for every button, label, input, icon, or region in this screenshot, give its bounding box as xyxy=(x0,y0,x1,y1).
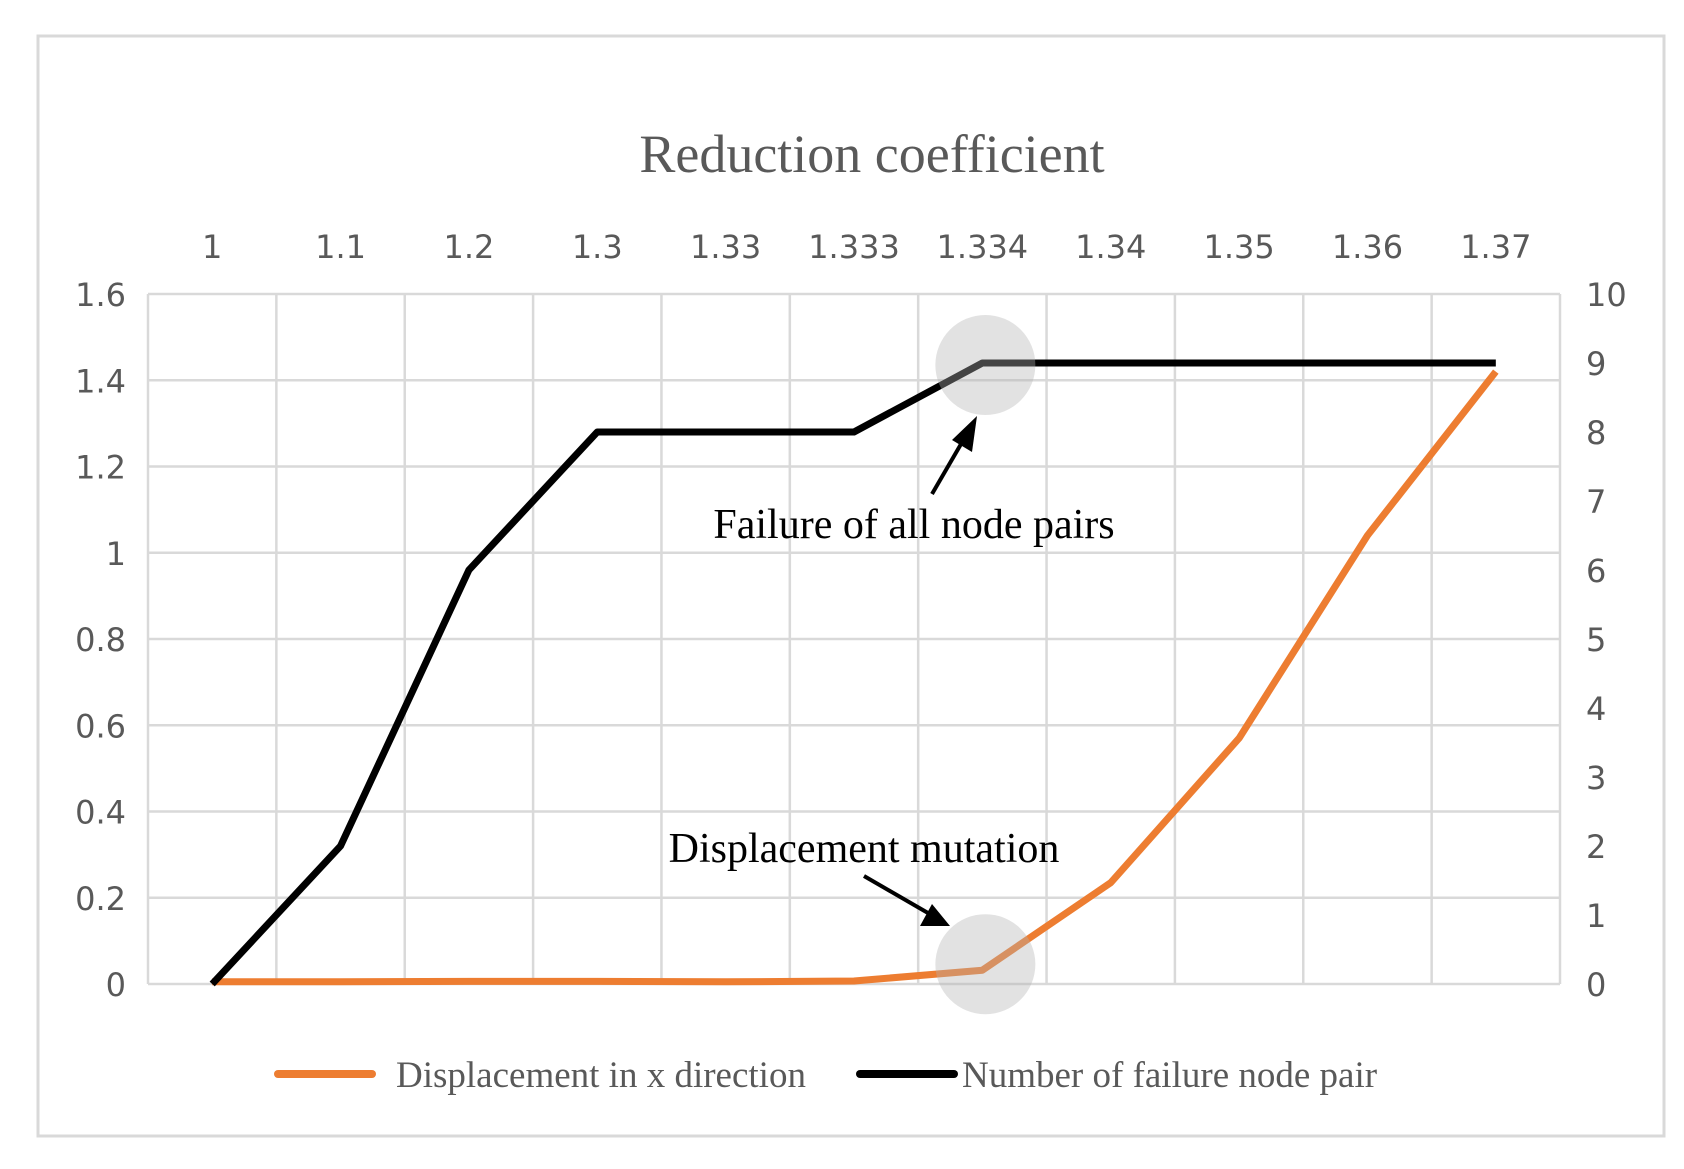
annotation-mutation-text: Displacement mutation xyxy=(669,826,1060,872)
x-tick-label: 1.33 xyxy=(690,228,761,266)
chart-title: Reduction coefficient xyxy=(639,124,1104,184)
x-tick-label: 1.35 xyxy=(1203,228,1274,266)
x-tick-label: 1 xyxy=(202,228,222,266)
axis-layer: 0 0.2 0.4 0.6 0.8 1 1.2 1.4 1.6 0 1 2 3 4 5 6 7 8 9 10 1 1.1 1… xyxy=(75,228,1627,1004)
y-tick-label-right: 2 xyxy=(1586,828,1606,866)
grid-layer xyxy=(146,292,1562,986)
y-tick-label-right: 10 xyxy=(1586,276,1627,314)
y-tick-label-right: 7 xyxy=(1586,483,1606,521)
x-tick-label: 1.1 xyxy=(315,228,366,266)
y-tick-label-left: 0 xyxy=(106,966,126,1004)
y-tick-label-left: 1.4 xyxy=(75,362,126,400)
chart-frame xyxy=(36,34,1666,1138)
arrow-head-mutation xyxy=(920,904,950,926)
x-tick-label: 1.3 xyxy=(572,228,623,266)
y-tick-label-left: 0.6 xyxy=(75,707,126,745)
annotation-layer: Failure of all node pairs Displacement mu… xyxy=(669,315,1115,1015)
x-tick-label: 1.2 xyxy=(443,228,494,266)
y-tick-label-right: 9 xyxy=(1586,345,1606,383)
x-tick-label: 1.37 xyxy=(1460,228,1531,266)
y-tick-label-right: 1 xyxy=(1586,897,1606,935)
y-tick-label-right: 0 xyxy=(1586,966,1606,1004)
y-tick-label-right: 3 xyxy=(1586,759,1606,797)
x-tick-label: 1.34 xyxy=(1075,228,1146,266)
y-tick-label-right: 5 xyxy=(1586,621,1606,659)
series-line-failure-node-pairs xyxy=(209,359,1496,987)
highlight-circle-failure xyxy=(935,315,1036,415)
legend-label-failure-pairs: Number of failure node pair xyxy=(962,1055,1377,1096)
y-tick-label-right: 6 xyxy=(1586,552,1606,590)
annotation-failure-text: Failure of all node pairs xyxy=(713,502,1114,548)
x-tick-label: 1.334 xyxy=(937,228,1029,266)
arrow-head-failure xyxy=(952,416,977,452)
series-line-displacement xyxy=(212,369,1499,986)
highlight-circle-mutation xyxy=(935,914,1036,1015)
y-tick-label-left: 1.6 xyxy=(75,276,126,314)
y-tick-label-left: 0.4 xyxy=(75,794,126,832)
x-tick-label: 1.36 xyxy=(1332,228,1403,266)
y-tick-label-left: 0.8 xyxy=(75,621,126,659)
y-tick-label-right: 8 xyxy=(1586,414,1606,452)
y-tick-label-left: 0.2 xyxy=(75,880,126,918)
legend: Displacement in x direction Number of fa… xyxy=(274,1055,1377,1096)
y-tick-label-left: 1 xyxy=(106,535,126,573)
x-tick-label: 1.333 xyxy=(808,228,900,266)
y-tick-label-left: 1.2 xyxy=(75,449,126,487)
arrow-shaft-mutation xyxy=(862,874,930,915)
y-tick-label-right: 4 xyxy=(1586,690,1606,728)
series-layer xyxy=(209,359,1499,987)
legend-label-displacement: Displacement in x direction xyxy=(396,1055,806,1096)
